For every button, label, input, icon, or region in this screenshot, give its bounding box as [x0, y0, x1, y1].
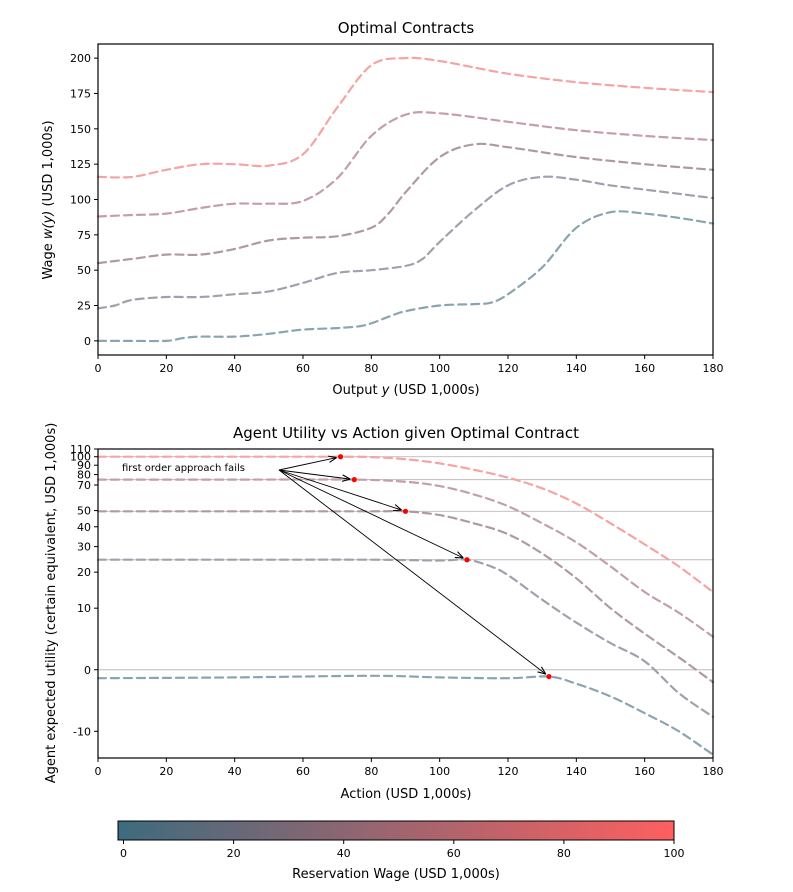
annotation-arrow: [278, 469, 350, 479]
chart2-ytick-label: 50: [77, 505, 91, 518]
contract-curve-1: [96, 175, 715, 310]
chart1-xlabel-pre: Output: [332, 383, 381, 398]
chart1-ylabel-var: w(y): [41, 211, 56, 239]
chart2-ytick-label: 70: [77, 479, 91, 492]
chart1-xlabel: Output y (USD 1,000s): [332, 383, 479, 398]
chart2-ytick-label: 110: [70, 443, 91, 456]
optimal-action-marker: [337, 454, 344, 460]
chart2-xtick-label: 180: [703, 765, 724, 778]
chart2-ytick-label: 40: [77, 521, 91, 534]
reservation-wage-colorbar: 0 20 40 60 80 100 Reservation Wage (USD 1,000…: [117, 820, 685, 882]
chart1-ytick-label: 0: [84, 335, 91, 348]
annotation-first-order: first order approach fails: [122, 463, 245, 474]
chart2-plot-frame: [97, 448, 714, 759]
chart2-ytick-label: 90: [77, 459, 91, 472]
colorbar-tick-label: 0: [120, 847, 127, 860]
chart1-xtick-label: 180: [703, 362, 724, 375]
chart2-ytick-label: 100: [70, 451, 91, 464]
chart2-ytick-label: -10: [73, 725, 91, 738]
agent-utility-chart: Agent Utility vs Action given Optimal Co…: [44, 423, 724, 802]
chart1-xtick-label: 160: [634, 362, 655, 375]
chart1-title: Optimal Contracts: [338, 19, 475, 37]
colorbar-tick-label: 100: [664, 847, 685, 860]
utility-curve-4: [96, 455, 715, 594]
chart1-ylabel-pre: Wage: [41, 239, 56, 279]
utility-curve-0: [96, 674, 715, 756]
annotation-arrow: [278, 458, 337, 471]
chart2-ytick-label: 20: [77, 566, 91, 579]
chart1-ytick-label: 175: [70, 87, 91, 100]
utility-curve-2: [96, 509, 715, 684]
chart2-ytick-label: 80: [77, 469, 91, 482]
chart1-ytick-label: 25: [77, 300, 91, 313]
chart2-xtick-label: 60: [296, 765, 310, 778]
optimal-contracts-chart: Optimal Contracts 0 20 40 60 80 100 120 140 160 1…: [41, 19, 724, 398]
chart2-xtick-label: 80: [364, 765, 378, 778]
chart2-xtick-label: 0: [95, 765, 102, 778]
optimal-action-marker: [402, 508, 409, 514]
chart2-ytick-label: 0: [84, 664, 91, 677]
optimal-action-marker: [546, 673, 552, 680]
chart1-ytick-label: 150: [70, 123, 91, 136]
chart1-xtick-label: 120: [498, 362, 519, 375]
chart1-ylabel-post: (USD 1,000s): [41, 120, 56, 210]
colorbar-tick-label: 60: [447, 847, 461, 860]
chart2-xlabel: Action (USD 1,000s): [341, 787, 472, 802]
chart1-xtick-label: 40: [228, 362, 242, 375]
chart2-ylabel: Agent expected utility (certain equivale…: [44, 423, 59, 784]
contract-curve-3: [96, 111, 715, 218]
contract-curve-4: [96, 56, 715, 179]
chart1-xtick-label: 60: [296, 362, 310, 375]
chart2-xtick-label: 120: [498, 765, 519, 778]
optimal-action-marker: [464, 557, 470, 563]
utility-curve-3: [96, 478, 715, 638]
chart2-ytick-label: 30: [77, 541, 91, 554]
chart2-xtick-label: 20: [159, 765, 173, 778]
chart1-xtick-label: 20: [159, 362, 173, 375]
annotation-arrow: [278, 469, 402, 510]
annotation-arrow: [278, 469, 463, 558]
colorbar-tick-label: 80: [557, 847, 571, 860]
chart1-xlabel-var: y: [381, 383, 390, 398]
chart1-ytick-label: 125: [70, 158, 91, 171]
colorbar-tick-label: 20: [227, 847, 241, 860]
optimal-action-marker: [351, 477, 357, 483]
chart2-xtick-label: 100: [429, 765, 450, 778]
colorbar-tick-label: 40: [337, 847, 351, 860]
colorbar-label: Reservation Wage (USD 1,000s): [292, 867, 500, 882]
chart2-xtick-label: 160: [634, 765, 655, 778]
contract-curve-2: [96, 142, 715, 265]
utility-curve-1: [96, 558, 715, 718]
contract-curve-0: [96, 210, 715, 343]
chart1-xtick-label: 80: [364, 362, 378, 375]
chart2-ytick-label: 10: [77, 602, 91, 615]
chart1-ylabel: Wage w(y) (USD 1,000s): [41, 120, 56, 279]
chart1-ytick-label: 75: [77, 229, 91, 242]
chart2-title: Agent Utility vs Action given Optimal Co…: [233, 424, 579, 442]
chart1-xtick-label: 0: [95, 362, 102, 375]
chart1-ytick-label: 50: [77, 264, 91, 277]
chart1-xlabel-post: (USD 1,000s): [389, 383, 479, 398]
chart1-plot-frame: [97, 43, 714, 356]
colorbar-gradient: [117, 820, 675, 841]
chart2-xtick-label: 40: [228, 765, 242, 778]
annotation-arrow: [278, 469, 546, 674]
chart1-ytick-label: 200: [70, 52, 91, 65]
chart2-xtick-label: 140: [566, 765, 587, 778]
chart1-xtick-label: 100: [429, 362, 450, 375]
chart1-ytick-label: 100: [70, 194, 91, 207]
chart1-xtick-label: 140: [566, 362, 587, 375]
